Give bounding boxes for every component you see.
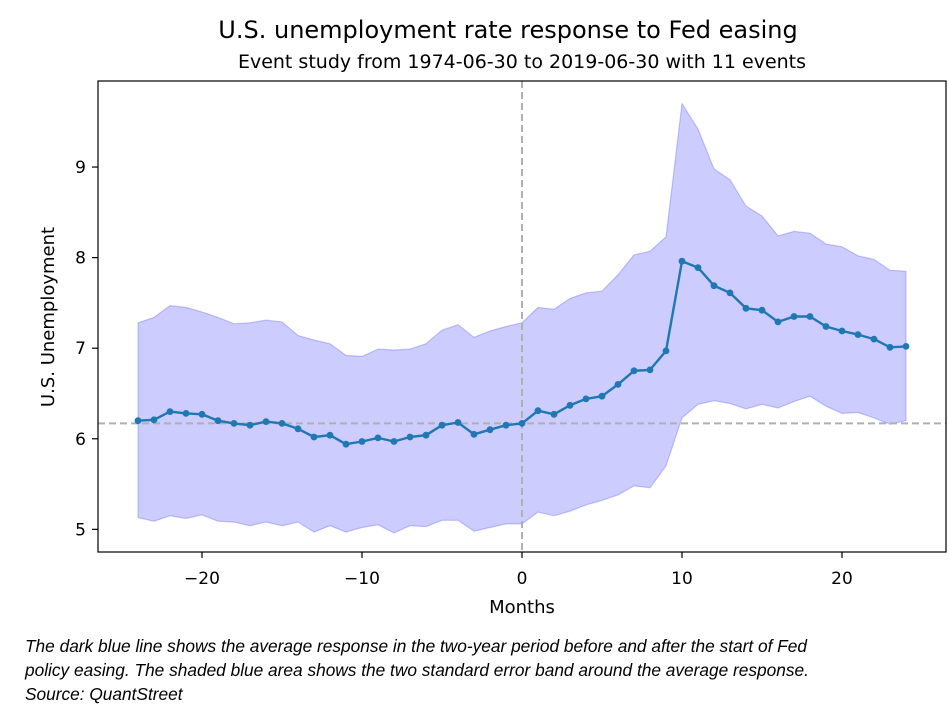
y-tick-label: 6: [75, 430, 86, 450]
caption-line: The dark blue line shows the average res…: [25, 636, 807, 656]
plot-frame: [97, 80, 947, 553]
data-point: [822, 323, 830, 330]
chart-caption: The dark blue line shows the average res…: [25, 634, 940, 706]
x-tick-label: −10: [344, 569, 380, 589]
data-point: [710, 282, 718, 290]
chart-figure: U.S. unemployment rate response to Fed e…: [38, 16, 947, 618]
x-tick-label: 20: [831, 569, 853, 589]
plot-area: [98, 81, 946, 552]
data-point: [326, 431, 334, 439]
data-point: [790, 313, 798, 320]
data-point: [358, 438, 366, 445]
data-point: [886, 343, 894, 351]
chart-title: U.S. unemployment rate response to Fed e…: [218, 16, 797, 44]
data-point: [662, 347, 670, 355]
y-tick-label: 8: [75, 249, 86, 269]
data-point: [694, 264, 702, 271]
data-point: [230, 420, 238, 427]
data-point: [774, 318, 782, 326]
data-point: [150, 416, 158, 424]
y-axis-label: U.S. Unemployment: [38, 227, 59, 407]
y-tick-label: 5: [75, 520, 86, 540]
data-point: [502, 421, 510, 429]
data-point: [214, 417, 222, 425]
y-tick-label: 7: [75, 339, 86, 359]
data-point: [646, 366, 654, 374]
data-point: [278, 420, 286, 427]
data-point: [422, 431, 430, 439]
data-point: [726, 289, 734, 297]
data-point: [614, 381, 622, 388]
data-point: [454, 419, 462, 426]
x-axis: −20 −10 0 10 20: [184, 552, 853, 589]
data-point: [806, 313, 814, 320]
data-point: [582, 395, 590, 403]
x-tick-label: 10: [671, 569, 693, 589]
caption-line: policy easing. The shaded blue area show…: [25, 660, 809, 680]
data-point: [550, 410, 558, 418]
data-point: [534, 407, 542, 415]
chart-subtitle: Event study from 1974-06-30 to 2019-06-3…: [238, 51, 806, 73]
data-point: [598, 392, 606, 400]
y-axis: 5 6 7 8 9: [75, 158, 98, 540]
data-point: [246, 421, 254, 429]
data-point: [294, 425, 302, 433]
data-point: [486, 426, 494, 434]
data-point: [870, 335, 878, 343]
data-point: [406, 433, 414, 441]
data-point: [902, 343, 910, 350]
x-tick-label: 0: [517, 569, 528, 589]
x-axis-label: Months: [489, 597, 555, 618]
data-point: [854, 331, 862, 338]
data-point: [310, 433, 318, 441]
data-point: [838, 327, 846, 335]
data-point: [374, 434, 382, 442]
confidence-band: [137, 101, 907, 534]
data-point: [566, 401, 574, 409]
y-tick-label: 9: [75, 158, 86, 178]
data-point: [342, 440, 350, 448]
data-point: [742, 304, 750, 312]
data-point: [262, 418, 270, 425]
data-point: [390, 438, 398, 445]
x-tick-label: −20: [184, 569, 220, 589]
data-point: [182, 410, 190, 417]
caption-source: Source: QuantStreet: [25, 684, 183, 704]
data-point: [518, 420, 526, 427]
data-point: [438, 421, 446, 429]
data-point: [470, 430, 478, 438]
data-point: [198, 410, 206, 418]
data-point: [134, 417, 142, 425]
data-point: [758, 306, 766, 314]
data-point: [678, 257, 686, 265]
data-point: [630, 367, 638, 375]
data-point: [166, 408, 174, 415]
